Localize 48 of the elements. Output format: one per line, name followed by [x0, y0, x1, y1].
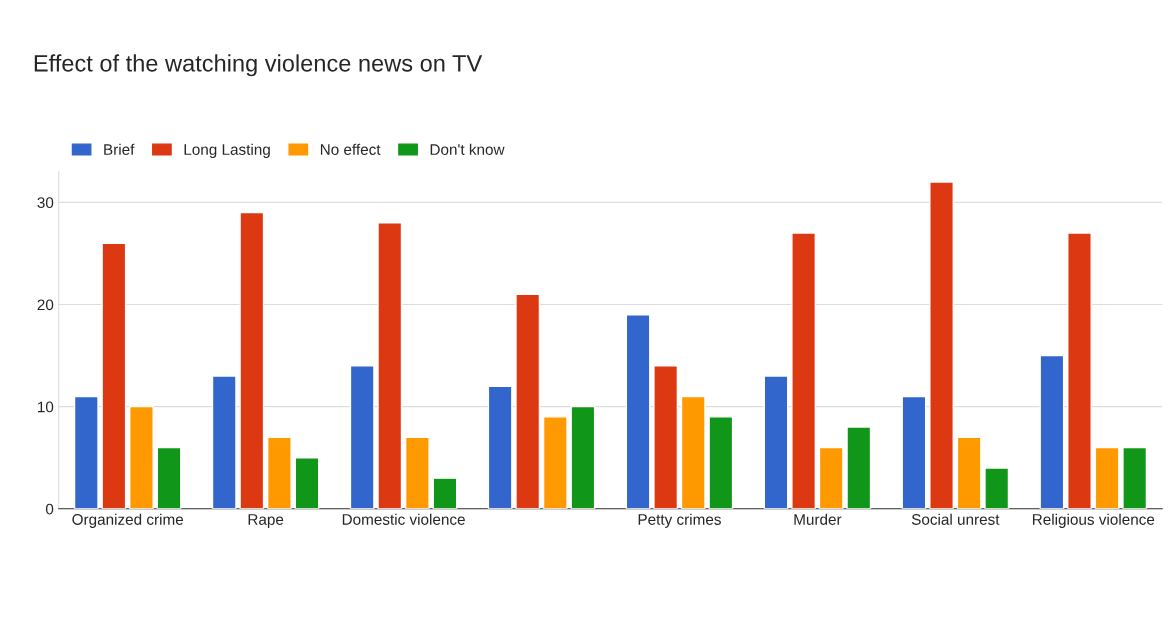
bar [294, 457, 320, 509]
bar [542, 416, 568, 509]
y-tick-label: 0 [45, 503, 54, 515]
bar [984, 467, 1010, 509]
bar [570, 405, 596, 509]
bar [680, 395, 706, 509]
bar [1094, 446, 1120, 509]
bar [404, 436, 430, 509]
x-tick-label: Petty crimes [638, 513, 721, 528]
bar [156, 446, 182, 509]
y-tick-label: 20 [37, 299, 54, 311]
bar [129, 405, 154, 509]
x-tick-label: Social unrest [911, 513, 1000, 525]
bar [625, 314, 651, 509]
bar [708, 416, 734, 509]
bar [763, 375, 789, 509]
bar [846, 426, 872, 509]
chart-title: Effect of the watching violence news on TV [34, 54, 483, 77]
bar [653, 365, 679, 509]
y-tick-label: 30 [37, 197, 54, 209]
bar [211, 375, 237, 509]
legend-label: Don't know [430, 143, 505, 155]
bar [239, 211, 265, 509]
bar [432, 477, 458, 509]
bar [1067, 232, 1092, 509]
legend-label: No effect [320, 143, 381, 155]
x-tick-label: Murder [794, 513, 842, 525]
bar [929, 181, 954, 509]
bar [1122, 446, 1148, 509]
x-tick-label: Domestic violence [342, 513, 465, 525]
bar [791, 232, 817, 509]
bar [101, 242, 127, 509]
bar [377, 222, 403, 509]
bar [1039, 354, 1065, 509]
legend-label: Brief [104, 143, 135, 155]
bar [515, 293, 541, 509]
bar [901, 395, 927, 509]
legend-label: Long Lasting [184, 143, 270, 158]
bar [487, 385, 513, 509]
x-tick-label: Rape [248, 514, 284, 528]
bar [73, 395, 99, 509]
bar [266, 436, 292, 509]
bar [349, 365, 375, 509]
x-tick-label: Religious violence [1032, 513, 1155, 528]
bar [818, 446, 844, 509]
x-tick-label: Organized crime [72, 513, 184, 528]
y-tick-label: 10 [38, 401, 54, 413]
bar [956, 436, 982, 509]
